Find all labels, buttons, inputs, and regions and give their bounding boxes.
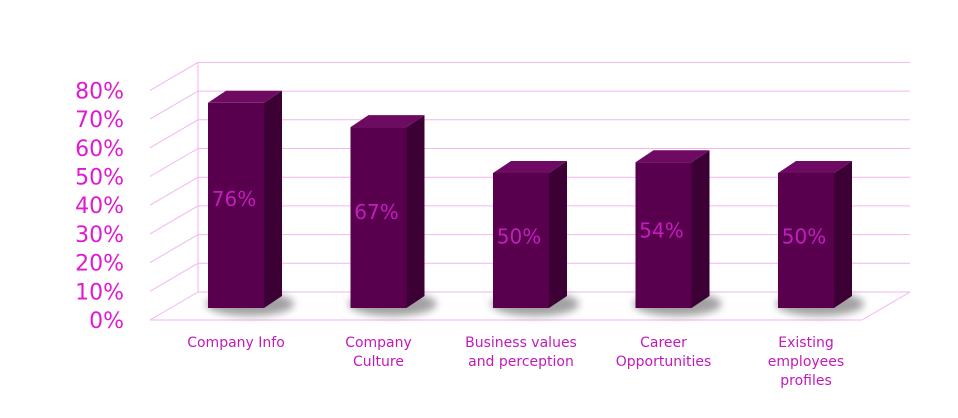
y-tick-label: 20% bbox=[75, 252, 124, 277]
bar-front bbox=[350, 127, 407, 308]
data-label: 50% bbox=[782, 224, 826, 248]
floor-right-edge bbox=[861, 291, 911, 321]
bar: 76% bbox=[206, 90, 294, 316]
bar-front bbox=[208, 102, 264, 308]
y-tick-label: 60% bbox=[75, 137, 124, 162]
bar-side bbox=[834, 161, 852, 308]
bar: 50% bbox=[491, 161, 579, 316]
bar-top bbox=[350, 115, 425, 128]
category-label: Business values and perception bbox=[465, 335, 577, 370]
bar: 67% bbox=[348, 115, 437, 316]
y-tick-label: 10% bbox=[75, 280, 124, 305]
bar-side bbox=[264, 90, 282, 308]
category-label-line: Business values bbox=[465, 335, 577, 351]
category-label-line: Career bbox=[640, 335, 687, 351]
category-label: Company Info bbox=[187, 335, 285, 351]
bar-side bbox=[691, 150, 710, 308]
gridline bbox=[149, 61, 910, 91]
y-tick-label: 70% bbox=[75, 108, 124, 133]
category-label-line: profiles bbox=[780, 373, 832, 389]
data-label: 76% bbox=[212, 187, 256, 211]
bar-top bbox=[778, 161, 852, 173]
category-label-line: Culture bbox=[353, 354, 404, 370]
category-label-line: Existing bbox=[778, 335, 833, 351]
bar-front bbox=[778, 173, 834, 308]
data-label: 54% bbox=[639, 219, 683, 243]
category-label: Company Culture bbox=[345, 335, 412, 370]
x-axis-categories: Company Info Company Culture Business value… bbox=[187, 335, 844, 389]
y-tick-label: 40% bbox=[75, 194, 124, 219]
category-label-line: Company Info bbox=[187, 335, 285, 351]
bar-top bbox=[493, 161, 567, 173]
bar-top bbox=[635, 150, 710, 163]
bar-side bbox=[549, 161, 567, 308]
bars: 76% 67% 50% 54% 50% bbox=[206, 90, 864, 316]
bar: 50% bbox=[776, 161, 864, 316]
bar-side bbox=[406, 115, 425, 308]
y-tick-label: 30% bbox=[75, 223, 124, 248]
gridlines bbox=[149, 61, 911, 321]
category-label-line: and perception bbox=[468, 354, 574, 370]
category-label-line: Company bbox=[345, 335, 412, 351]
y-tick-label: 80% bbox=[75, 79, 124, 104]
category-label: Career Opportunities bbox=[616, 335, 712, 370]
bar-front bbox=[635, 162, 692, 308]
data-label: 67% bbox=[354, 200, 398, 224]
category-label-line: employees bbox=[768, 354, 844, 370]
category-label-line: Opportunities bbox=[616, 354, 712, 370]
bar-front bbox=[493, 173, 549, 308]
y-axis-ticks: 0% 10% 20% 30% 40% 50% 60% 70% 80% bbox=[75, 79, 124, 334]
y-tick-label: 50% bbox=[75, 166, 124, 191]
y-tick-label: 0% bbox=[89, 309, 124, 334]
data-label: 50% bbox=[497, 224, 541, 248]
category-label: Existing employees profiles bbox=[768, 335, 844, 389]
bar-top bbox=[208, 90, 282, 103]
bar: 54% bbox=[633, 150, 722, 316]
